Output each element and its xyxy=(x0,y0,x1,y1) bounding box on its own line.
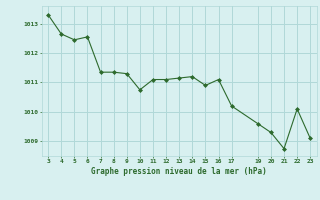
X-axis label: Graphe pression niveau de la mer (hPa): Graphe pression niveau de la mer (hPa) xyxy=(91,167,267,176)
